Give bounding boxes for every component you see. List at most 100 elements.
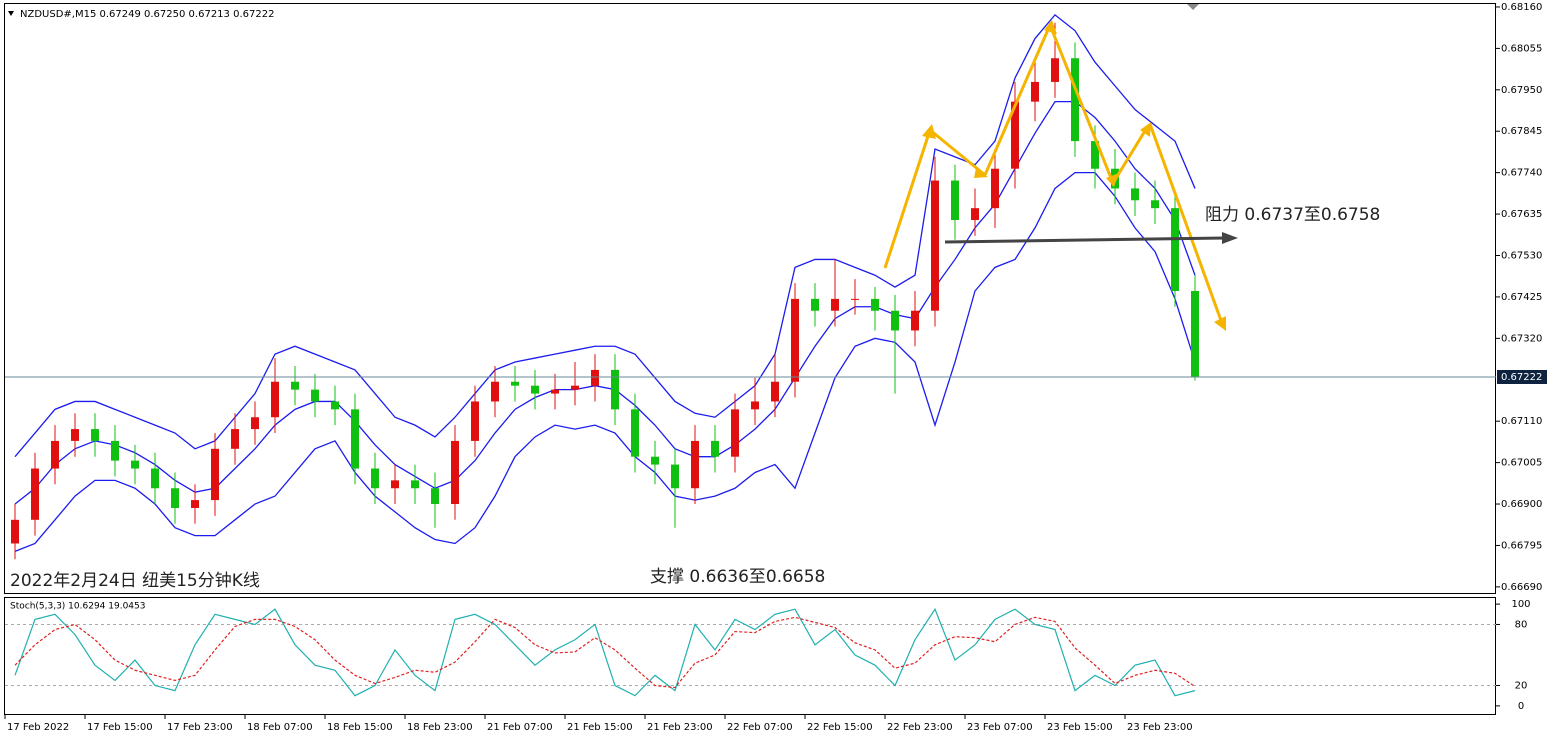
candle-body: [991, 168, 999, 209]
candle-body: [1151, 200, 1159, 209]
y-tick-label: 0.68055: [1501, 43, 1542, 54]
candle-body: [211, 448, 219, 501]
x-tick-label: 18 Feb 23:00: [407, 722, 473, 733]
candle-body: [111, 440, 119, 461]
y-tick-label: 0: [1518, 701, 1524, 712]
x-tick-label: 22 Feb 23:00: [887, 722, 953, 733]
candle-body: [411, 480, 419, 489]
candle-body: [811, 298, 819, 311]
y-tick-label: 0.67005: [1501, 458, 1542, 469]
candle-body: [51, 440, 59, 469]
y-tick-label: 0.66900: [1501, 499, 1542, 510]
y-tick-label: 0.67320: [1501, 333, 1542, 344]
candle-body: [731, 409, 739, 457]
last-price-box: [1497, 370, 1547, 385]
candle-body: [931, 180, 939, 311]
y-tick-label: 100: [1511, 599, 1530, 610]
resistance-arrow: [944, 236, 1226, 244]
candle-body: [131, 460, 139, 469]
x-tick-label: 21 Feb 23:00: [647, 722, 713, 733]
candle-body: [631, 409, 639, 457]
resistance-arrowhead: [1222, 232, 1238, 244]
candle-body: [491, 381, 499, 402]
chart-title: NZDUSD#,M15 0.67249 0.67250 0.67213 0.67…: [20, 9, 274, 20]
x-tick-label: 23 Feb 23:00: [1127, 722, 1193, 733]
candle-body: [971, 208, 979, 220]
candle-body: [1191, 291, 1199, 378]
y-tick-label: 0.67845: [1501, 126, 1542, 137]
x-tick-label: 23 Feb 15:00: [1047, 722, 1113, 733]
stoch-title: Stoch(5,3,3) 10.6294 19.0453: [10, 602, 145, 612]
y-tick-label: 0.67110: [1501, 416, 1542, 427]
resistance-label: 阻力 0.6737至0.6758: [1205, 205, 1380, 225]
y-tick-label: 0.67425: [1501, 292, 1542, 303]
y-tick-label: 0.67530: [1501, 251, 1542, 262]
candle-body: [431, 488, 439, 505]
main-panel: [4, 3, 1496, 594]
candle-body: [1011, 101, 1019, 169]
candle-body: [671, 464, 679, 489]
candle-body: [231, 429, 239, 449]
candle-body: [91, 429, 99, 441]
candle-body: [651, 456, 659, 465]
support-label: 支撑 0.6636至0.6658: [650, 567, 825, 587]
candle-body: [251, 417, 259, 430]
candle-body: [331, 401, 339, 410]
candle-body: [451, 440, 459, 505]
candle-body: [151, 468, 159, 489]
candle-body: [711, 440, 719, 457]
y-tick-label: 0.66690: [1501, 582, 1542, 593]
y-tick-label: 0.67635: [1501, 209, 1542, 220]
candle-body: [291, 381, 299, 390]
x-tick-label: 21 Feb 07:00: [487, 722, 553, 733]
candle-body: [1051, 58, 1059, 82]
y-tick-label: 20: [1515, 681, 1528, 692]
x-tick-label: 22 Feb 07:00: [727, 722, 793, 733]
candle-body: [471, 401, 479, 441]
x-tick-label: 22 Feb 15:00: [807, 722, 873, 733]
candle-body: [791, 298, 799, 382]
candle-body: [911, 310, 919, 331]
bollinger-upper: [14, 13, 1196, 458]
y-tick-label: 0.67950: [1501, 85, 1542, 96]
candle-body: [371, 468, 379, 489]
candle-body: [771, 381, 779, 402]
x-tick-label: 18 Feb 07:00: [247, 722, 313, 733]
candle-body: [311, 389, 319, 402]
candle-body: [551, 389, 559, 394]
orange-line: [1148, 123, 1225, 327]
candle-body: [1091, 141, 1099, 169]
x-tick-label: 23 Feb 07:00: [967, 722, 1033, 733]
candle-body: [71, 429, 79, 441]
last-price-label: 0.67222: [1501, 372, 1542, 383]
plot: 0.68160 0.68055 0.67950 0.67845 0.67740 0.676…: [4, 2, 1547, 733]
y-tick-label: 80: [1515, 619, 1528, 630]
orange-arrowheads: [922, 20, 1226, 331]
candle-body: [891, 310, 899, 331]
candle-body: [191, 500, 199, 508]
orange-line: [883, 129, 932, 269]
candle-body: [1131, 188, 1139, 201]
candle-body: [531, 385, 539, 394]
x-tick-label: 17 Feb 15:00: [87, 722, 153, 733]
candle-body: [611, 369, 619, 410]
pattern-sketch: [883, 20, 1226, 331]
x-tick-label: 17 Feb 23:00: [167, 722, 233, 733]
shift-marker: [1187, 4, 1199, 10]
candle-body: [951, 180, 959, 220]
x-tick-label: 21 Feb 15:00: [567, 722, 633, 733]
candle-body: [271, 381, 279, 418]
candle-body: [511, 381, 519, 386]
menu-triangle[interactable]: [8, 11, 14, 16]
candle-body: [871, 298, 879, 311]
candle-body: [1031, 81, 1039, 102]
candle-body: [11, 519, 19, 544]
y-tick-label: 0.67740: [1501, 168, 1542, 179]
x-tick-label: 17 Feb 2022: [7, 722, 69, 733]
candle-body: [1171, 208, 1179, 292]
candle-body: [751, 401, 759, 410]
candle-body: [1071, 58, 1079, 142]
candle-body: [591, 369, 599, 386]
stoch-line: [14, 616, 1196, 689]
